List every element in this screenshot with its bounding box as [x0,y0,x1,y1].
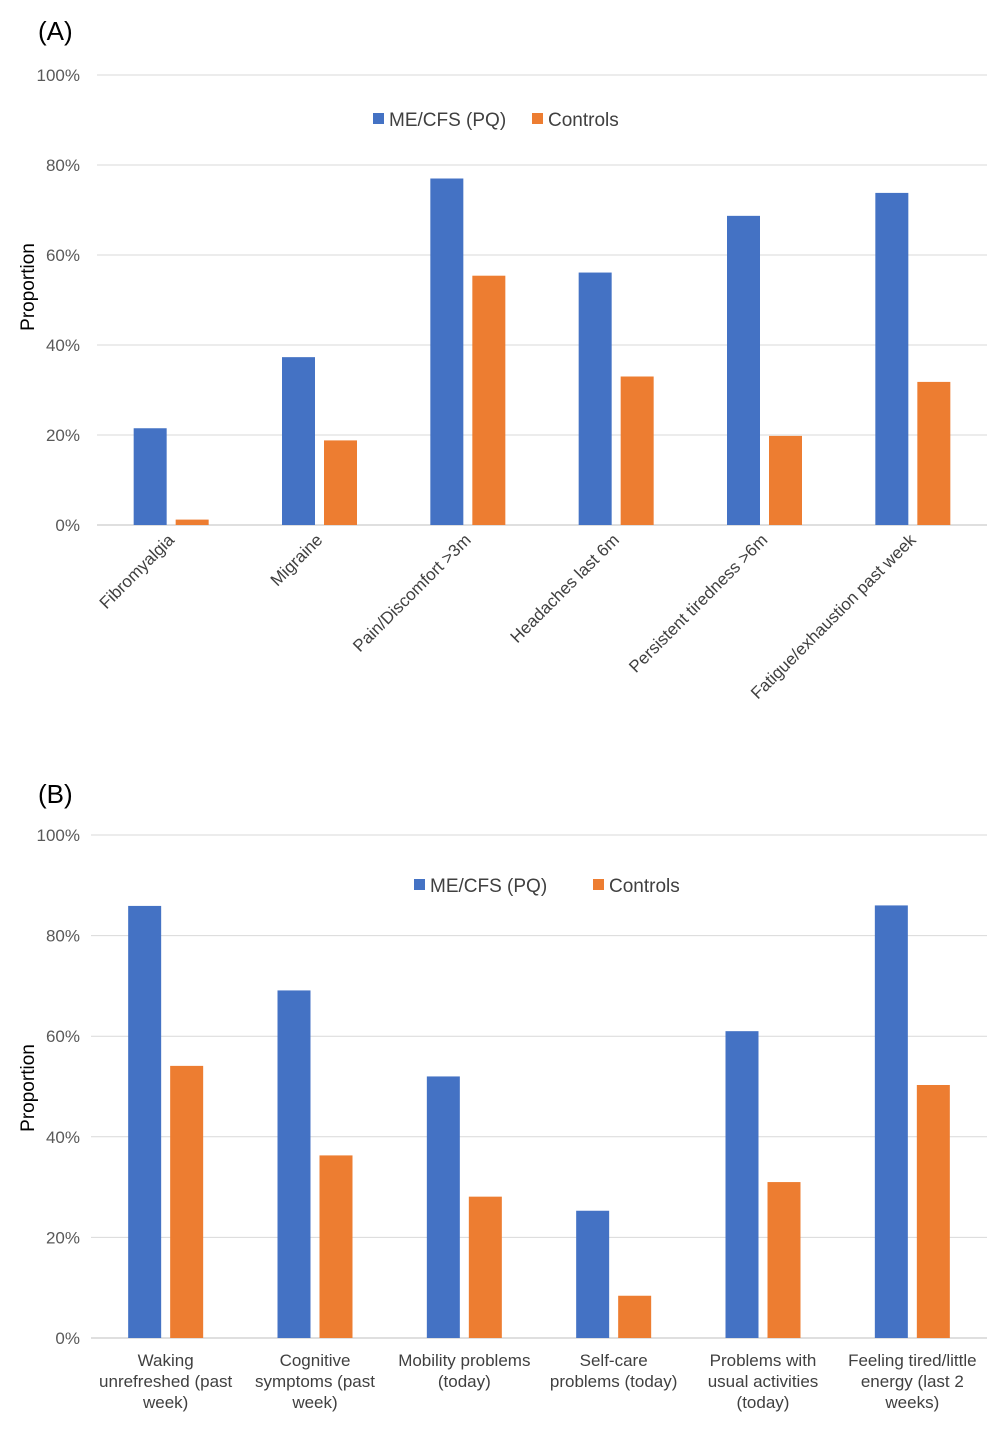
panel-b-legend-swatch [414,879,425,890]
panel-a-bar-mecfs [430,178,464,525]
panel-b-category-label-line: energy (last 2 [861,1372,964,1391]
panel-a-category-label: Migraine [267,530,327,590]
panel-a-y-tick-label: 40% [46,336,80,355]
panel-b-bar-mecfs [725,1031,759,1338]
panel-a-bar-mecfs [133,428,167,525]
panel-b-legend-label: ME/CFS (PQ) [430,876,547,897]
panel-b-category-label-line: (today) [438,1372,491,1391]
panel-a-y-tick-label: 20% [46,426,80,445]
panel-a-y-tick-label: 100% [37,66,80,85]
panel-b-category-label-line: week) [291,1393,337,1412]
panel-b-category-label: Feeling tired/little energy (last 2 weeks) [848,1351,977,1412]
panel-b-category-label-line: Waking [138,1351,194,1370]
panel-b-bar-mecfs [426,1076,460,1338]
panel-a-bar-controls [472,275,506,525]
panel-b-category-label-line: unrefreshed (past [99,1372,233,1391]
panel-b-bar-controls [618,1295,652,1338]
panel-b-category-label: Cognitive symptoms (past week) [255,1351,375,1412]
panel-a-y-tick-label: 80% [46,156,80,175]
panel-b-y-tick-label: 20% [46,1228,80,1247]
panel-b-y-tick-label: 60% [46,1027,80,1046]
panel-b-bar-controls [170,1065,204,1338]
panel-b-category-label: Mobility problems (today) [398,1351,530,1391]
panel-a-bar-mecfs [282,357,315,525]
panel-a-category-label: Fibromyalgia [96,530,179,613]
panel-b-category-label: Problems with usual activities (today) [708,1351,819,1412]
panel-a-bar-mecfs [727,215,760,525]
panel-b-y-tick-label: 100% [37,826,80,845]
panel-b-bar-mecfs [874,905,908,1338]
panel-b-category-label-line: problems (today) [550,1372,678,1391]
panel-a-legend-label: Controls [548,110,619,131]
panel-b-y-tick-label: 40% [46,1128,80,1147]
panel-b-category-label-line: Self-care [580,1351,648,1370]
panel-b-category-label-line: weeks) [884,1393,939,1412]
panel-a-bar-controls [769,435,802,525]
panel-b-category-label: Self-care problems (today) [550,1351,678,1391]
panel-b-y-tick-label: 0% [55,1329,80,1348]
panel-b-y-axis-title: Proportion [18,1044,39,1132]
panel-a-category-label: Persistent tiredness >6m [625,530,771,676]
panel-b-category-label-line: symptoms (past [255,1372,375,1391]
panel-b-chart: (B) 0% 20% 40% 60% 80% 100% Proportion ME/CFS (P… [18,779,987,1412]
panel-a-bar-controls [175,519,209,525]
panel-b-legend-label: Controls [609,876,680,897]
panel-b-bar-mecfs [277,990,311,1338]
panel-a-legend-label: ME/CFS (PQ) [389,110,506,131]
panel-a-bar-controls [324,440,357,525]
panel-b-category-label-line: Cognitive [280,1351,351,1370]
panel-b-legend-swatch [593,879,604,890]
panel-b-category-label-line: usual activities [708,1372,819,1391]
panel-a-category-label: Pain/Discomfort >3m [349,530,474,655]
panel-b-bar-controls [767,1182,801,1338]
panel-a-chart: (A) 0% 20% 40% 60% 80% 100% Proportion ME/CFS (P… [18,16,987,703]
panel-b-bar-mecfs [576,1210,610,1338]
panel-b-bar-controls [916,1084,950,1338]
panel-a-bar-controls [917,381,951,525]
panel-b-bar-controls [468,1196,502,1338]
panel-b-bar-mecfs [128,905,162,1338]
panel-b-category-label-line: Feeling tired/little [848,1351,977,1370]
panel-a-label: (A) [38,16,73,46]
panel-a-y-tick-label: 0% [55,516,80,535]
panel-b-category-label-line: Problems with [710,1351,817,1370]
panel-a-bar-controls [620,376,654,525]
panel-a-bar-mecfs [578,272,612,525]
panel-a-legend-swatch [373,113,384,124]
panel-a-category-label: Headaches last 6m [507,530,623,646]
panel-a-legend-swatch [532,113,543,124]
panel-a-bar-mecfs [875,192,909,525]
panel-a-category-label: Fatigue/exhaustion past week [747,530,920,703]
panel-b-category-label: Waking unrefreshed (past week) [99,1351,233,1412]
panel-b-bar-controls [319,1155,353,1338]
panel-b-category-label-line: Mobility problems [398,1351,530,1370]
panel-b-y-tick-label: 80% [46,927,80,946]
panel-b-category-label-line: week) [142,1393,188,1412]
panel-a-y-axis-title: Proportion [18,243,39,331]
panel-b-label: (B) [38,779,73,809]
panel-a-y-tick-label: 60% [46,246,80,265]
panel-b-category-label-line: (today) [737,1393,790,1412]
